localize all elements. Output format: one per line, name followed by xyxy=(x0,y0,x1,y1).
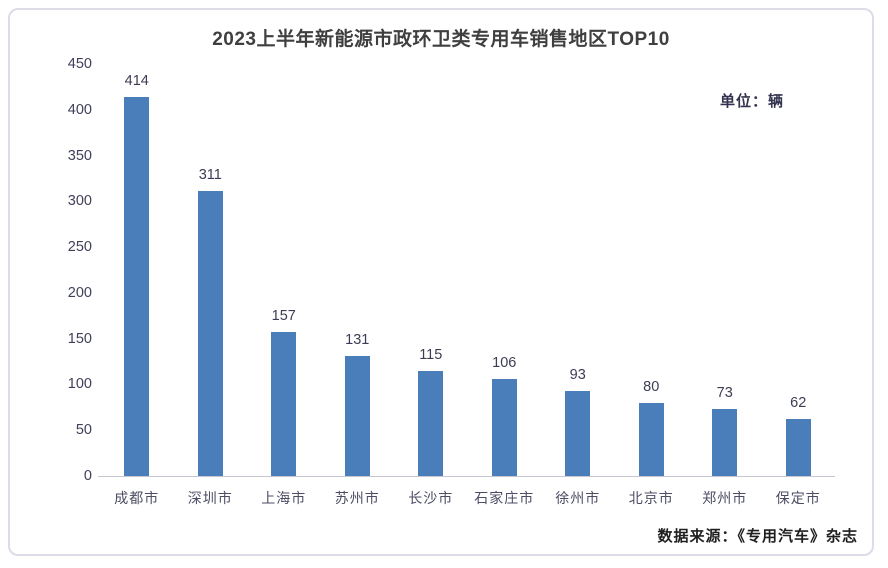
x-category-label: 徐州市 xyxy=(555,490,601,506)
y-tick-label: 0 xyxy=(83,468,92,484)
bar-value-label: 131 xyxy=(345,332,370,349)
data-source-label: 数据来源：《专用汽车》杂志 xyxy=(657,528,858,545)
bar xyxy=(712,409,738,476)
x-category-label: 石家庄市 xyxy=(474,490,535,506)
y-tick-label: 50 xyxy=(75,422,92,439)
bar xyxy=(418,370,444,476)
y-tick-label: 250 xyxy=(67,239,92,256)
bar xyxy=(638,402,664,476)
y-tick-label: 100 xyxy=(67,376,92,393)
bar xyxy=(785,419,811,476)
y-tick-label: 350 xyxy=(67,147,92,164)
bar xyxy=(491,378,517,476)
bar-value-label: 311 xyxy=(198,167,222,184)
chart-title: 2023上半年新能源市政环卫类专用车销售地区TOP10 xyxy=(212,29,670,50)
bar-value-label: 80 xyxy=(643,378,660,395)
x-category-label: 保定市 xyxy=(775,490,821,506)
chart-card: 2023上半年新能源市政环卫类专用车销售地区TOP10 单位：辆 0 50 100 1… xyxy=(8,8,874,556)
bar-value-label: 106 xyxy=(492,354,517,371)
bar xyxy=(271,332,297,476)
bar xyxy=(344,356,370,476)
bar-value-label: 62 xyxy=(790,395,807,412)
x-category-label: 成都市 xyxy=(114,490,160,506)
y-tick-label: 150 xyxy=(67,330,92,347)
x-category-label: 苏州市 xyxy=(334,490,380,506)
x-category-label: 上海市 xyxy=(261,490,307,506)
bar-value-label: 414 xyxy=(124,72,149,89)
y-tick-label: 200 xyxy=(67,284,92,301)
x-axis-line xyxy=(98,476,835,477)
unit-label: 单位：辆 xyxy=(719,93,784,110)
bar-value-label: 93 xyxy=(569,366,586,383)
bar-value-label: 115 xyxy=(419,346,443,363)
x-category-label: 北京市 xyxy=(628,490,674,506)
x-category-label: 郑州市 xyxy=(702,490,748,506)
y-tick-label: 450 xyxy=(67,56,92,72)
x-category-label: 深圳市 xyxy=(187,490,233,506)
bar xyxy=(197,191,223,476)
x-category-label: 长沙市 xyxy=(408,490,454,506)
bar-value-label: 157 xyxy=(271,308,296,325)
bar xyxy=(565,390,591,476)
bar xyxy=(124,96,150,476)
y-tick-label: 400 xyxy=(67,101,92,118)
bar-value-label: 73 xyxy=(716,385,733,402)
y-tick-label: 300 xyxy=(67,193,92,210)
